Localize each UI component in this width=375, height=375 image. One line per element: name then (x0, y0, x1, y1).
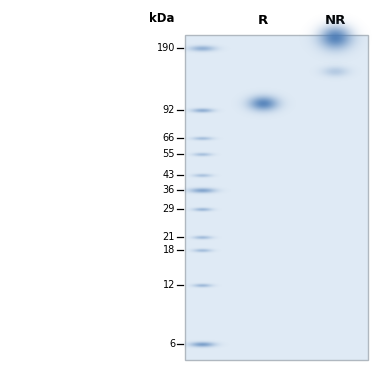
Text: NR: NR (324, 14, 346, 27)
Text: 12: 12 (163, 280, 175, 290)
Text: kDa: kDa (150, 12, 175, 25)
Text: 66: 66 (163, 134, 175, 143)
Text: 21: 21 (163, 232, 175, 242)
Text: 36: 36 (163, 186, 175, 195)
Text: 43: 43 (163, 170, 175, 180)
Text: 6: 6 (169, 339, 175, 350)
Text: 29: 29 (163, 204, 175, 214)
Text: 190: 190 (157, 43, 175, 52)
Text: R: R (258, 14, 268, 27)
Bar (185, 35, 368, 360)
Text: 55: 55 (162, 149, 175, 159)
Text: 18: 18 (163, 245, 175, 255)
Text: 92: 92 (163, 105, 175, 115)
